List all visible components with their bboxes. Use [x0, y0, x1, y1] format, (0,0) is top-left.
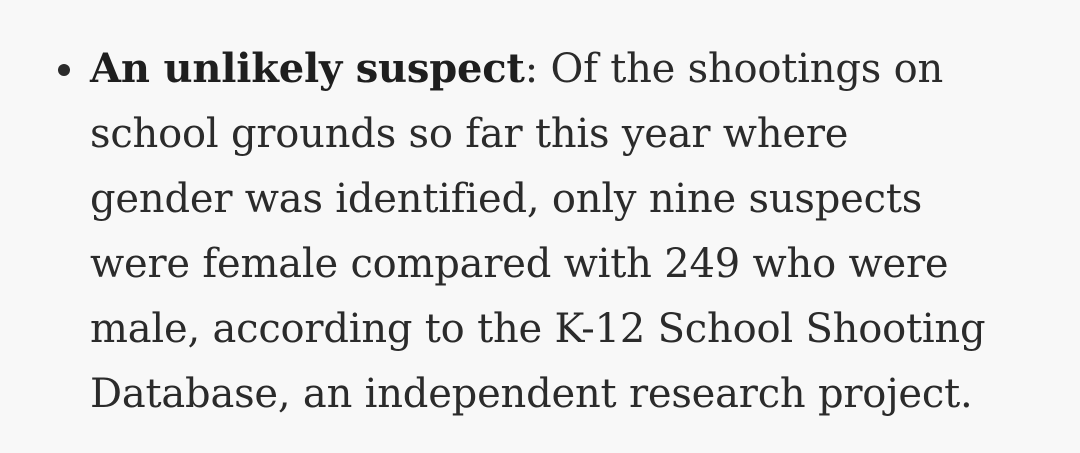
lead-separator: :: [524, 46, 538, 92]
paragraph-line-6: Database, an independent research projec…: [90, 371, 973, 417]
line-1-text: Of the shootings on: [537, 46, 944, 92]
paragraph-line-2: school grounds so far this year where: [90, 111, 849, 157]
paragraph-line-3: gender was identified, only nine suspect…: [90, 176, 923, 222]
list-item: An unlikely suspect: Of the shootings on…: [58, 36, 1048, 427]
bullet-list: An unlikely suspect: Of the shootings on…: [58, 36, 1048, 427]
paragraph-line-1: An unlikely suspect: Of the shootings on: [90, 36, 1048, 102]
paragraph-line-4: were female compared with 249 who were: [90, 241, 949, 287]
bullet-icon: [58, 64, 70, 76]
paragraph-line-5: male, according to the K-12 School Shoot…: [90, 306, 986, 352]
lead-heading: An unlikely suspect: [90, 45, 525, 92]
